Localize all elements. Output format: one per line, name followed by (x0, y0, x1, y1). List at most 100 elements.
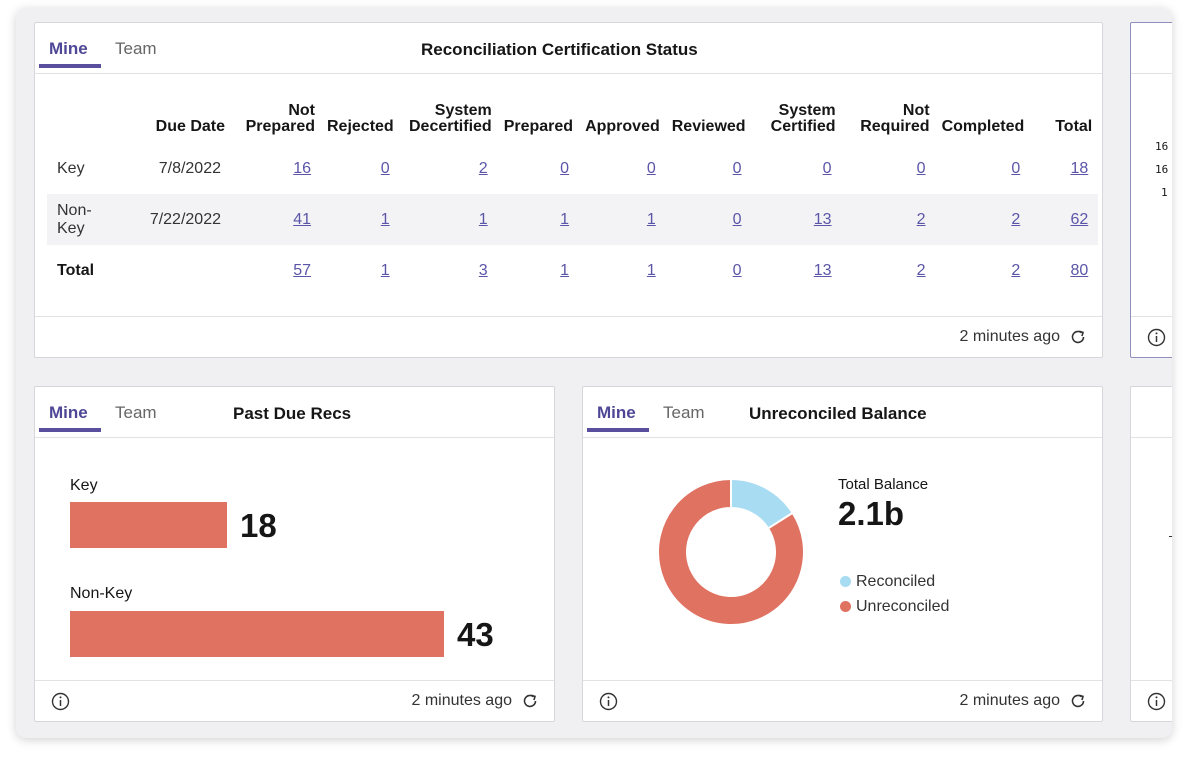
count-link[interactable]: 3 (478, 261, 488, 279)
tab-team[interactable]: Team (115, 403, 157, 422)
table-cell: 1 (579, 245, 666, 296)
recon-status-table: Due Date Not Prepared Rejected System Dece… (47, 103, 1099, 296)
dashboard-frame: Mine Team Reconciliation Certification S… (16, 8, 1172, 738)
due-date (127, 245, 231, 296)
count-link[interactable]: 1 (478, 210, 488, 228)
count-link[interactable]: 0 (916, 159, 926, 177)
table-cell: 1 (497, 194, 580, 245)
info-circle-icon[interactable] (1147, 328, 1166, 347)
bar-non-key[interactable] (70, 611, 444, 657)
partial-card-bottom-right (1130, 386, 1172, 722)
balance-donut-chart (657, 477, 805, 626)
info-circle-icon[interactable] (599, 692, 618, 711)
column-header-label: Completed (941, 118, 1025, 135)
card-title: Reconciliation Certification Status (421, 40, 698, 59)
row-label: Key (57, 159, 85, 177)
legend-dot-unreconciled (840, 601, 851, 612)
column-header-label: Prepared (245, 118, 315, 135)
donut-slice-unreconciled[interactable] (657, 477, 805, 626)
count-link[interactable]: 2 (916, 210, 926, 228)
legend-dot-reconciled (840, 576, 851, 587)
table-cell: 2 (935, 194, 1031, 245)
tab-team[interactable]: Team (115, 39, 157, 58)
count-link[interactable]: 0 (560, 159, 570, 177)
refresh-icon[interactable] (521, 692, 539, 710)
tab-mine[interactable]: Mine (49, 39, 88, 58)
count-link[interactable]: 1 (646, 261, 656, 279)
card-title: Past Due Recs (233, 404, 352, 423)
column-header: Rejected (321, 103, 400, 143)
count-link[interactable]: 1 (646, 210, 656, 228)
column-header-label: Rejected (327, 118, 394, 135)
column-header-label: Certified (770, 118, 836, 135)
count-link[interactable]: 0 (732, 210, 742, 228)
bar-label-non-key: Non-Key (70, 585, 133, 602)
count-link[interactable]: 2 (916, 261, 926, 279)
table-cell: 0 (666, 143, 752, 194)
count-link[interactable]: 57 (293, 261, 311, 279)
table-cell: 0 (498, 143, 579, 194)
card-header: Mine Team Unreconciled Balance (583, 387, 1102, 438)
table-cell: 80 (1030, 245, 1098, 296)
count-link[interactable]: 0 (646, 159, 656, 177)
legend-label-unreconciled: Unreconciled (856, 598, 950, 615)
table-cell: 41 (231, 194, 321, 245)
card-footer: 2 minutes ago (583, 680, 1102, 721)
total-balance-value: 2.1b (838, 495, 905, 532)
count-link[interactable]: 0 (822, 159, 832, 177)
count-link[interactable]: 16 (293, 159, 311, 177)
column-header: Not Required (842, 103, 936, 143)
column-header-label: Reviewed (671, 118, 746, 135)
count-link[interactable]: 13 (813, 210, 832, 228)
table-cell: 0 (666, 245, 752, 296)
count-link[interactable]: 1 (380, 210, 390, 228)
card-footer (1131, 316, 1172, 357)
count-link[interactable]: 80 (1070, 261, 1089, 279)
column-header: Approved (579, 103, 666, 143)
table-cell: 0 (579, 143, 666, 194)
table-cell: 16 (231, 143, 321, 194)
count-link[interactable]: 18 (1070, 159, 1089, 177)
tab-mine[interactable]: Mine (49, 403, 88, 422)
count-link[interactable]: 2 (1011, 210, 1021, 228)
table-cell: 18 (1030, 143, 1098, 194)
count-link[interactable]: 1 (380, 261, 390, 279)
count-link[interactable]: 0 (732, 159, 742, 177)
count-link[interactable]: 1 (560, 261, 570, 279)
table-cell: 3 (400, 245, 498, 296)
count-link[interactable]: 62 (1070, 210, 1089, 228)
count-link[interactable]: 0 (732, 261, 742, 279)
refresh-icon[interactable] (1069, 328, 1087, 346)
card-header: Mine Team Reconciliation Certification S… (35, 23, 1102, 74)
count-link[interactable]: 41 (293, 210, 311, 228)
count-link[interactable]: 13 (813, 261, 832, 279)
count-link[interactable]: 0 (380, 159, 390, 177)
bar-value-key: 18 (240, 507, 277, 544)
partial-number: 16 (1155, 140, 1169, 153)
table-cell: 0 (752, 143, 842, 194)
tab-team[interactable]: Team (663, 403, 705, 422)
total-balance-label: Total Balance (838, 476, 929, 493)
column-header-label: Due Date (155, 118, 225, 135)
column-header (47, 103, 127, 143)
table-cell: 0 (321, 143, 400, 194)
table-cell: 13 (752, 245, 842, 296)
bar-key[interactable] (70, 502, 227, 548)
table-cell: 1 (579, 194, 666, 245)
tab-mine[interactable]: Mine (597, 403, 636, 422)
info-circle-icon[interactable] (51, 692, 70, 711)
refresh-icon[interactable] (1069, 692, 1087, 710)
table-cell: 1 (399, 194, 498, 245)
table-cell: 1 (321, 194, 400, 245)
last-updated: 2 minutes ago (411, 692, 512, 709)
count-link[interactable]: 2 (478, 159, 488, 177)
table-cell: 1 (498, 245, 579, 296)
column-header: Total (1030, 103, 1098, 143)
count-link[interactable]: 1 (560, 210, 570, 228)
count-link[interactable]: 0 (1011, 159, 1021, 177)
count-link[interactable]: 2 (1011, 261, 1021, 279)
table-cell: 2 (842, 245, 936, 296)
table-cell: 0 (842, 143, 936, 194)
info-circle-icon[interactable] (1147, 692, 1166, 711)
card-footer: 2 minutes ago (35, 680, 554, 721)
